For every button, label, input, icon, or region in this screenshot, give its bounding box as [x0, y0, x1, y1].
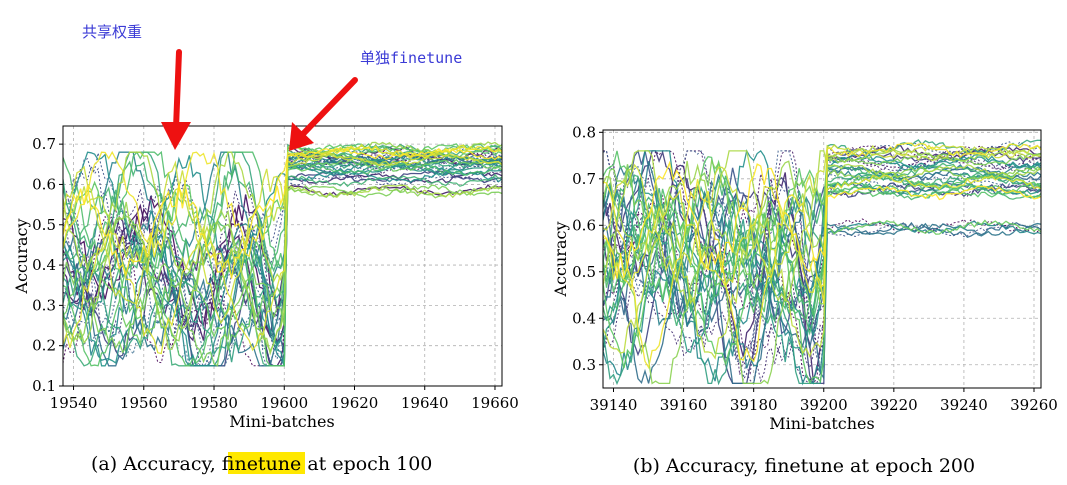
chart-a-series-line — [63, 141, 502, 356]
chart-b-series-line — [603, 190, 1041, 304]
caption-b: (b) Accuracy, finetune at epoch 200 — [633, 455, 975, 477]
chart-b-ytick-label: 0.7 — [572, 170, 596, 188]
chart-a-series-line — [63, 156, 502, 338]
chart-a-series-line — [63, 151, 502, 283]
chart-a-series-line — [63, 143, 502, 321]
caption-a-highlight — [228, 452, 305, 474]
caption-a-highlight-word: finetune — [222, 453, 302, 475]
chart-b-series-line — [603, 160, 1041, 279]
chart-a-ytick-label: 0.6 — [32, 175, 56, 193]
chart-a-series-line — [63, 150, 502, 274]
chart-a-ytick-label: 0.1 — [32, 377, 56, 395]
chart-a-series-line — [63, 158, 502, 351]
chart-b-xtick-label: 39200 — [800, 396, 848, 414]
chart-b-xtick-label: 39140 — [590, 396, 638, 414]
chart-a-series-line — [63, 153, 502, 271]
caption-a: (a) Accuracy, finetune at epoch 100 — [91, 452, 432, 475]
chart-a-frame — [62, 125, 503, 387]
chart-b-series-line — [603, 185, 1041, 364]
chart-b-xtick-label: 39160 — [660, 396, 708, 414]
arrow-separate-finetune-icon — [289, 77, 358, 151]
caption-a-text: (a) Accuracy, finetune at epoch 100 — [91, 453, 432, 475]
chart-b-series-line — [603, 182, 1041, 319]
chart-b-ylabel: Accuracy — [551, 222, 570, 298]
chart-b-series-line — [603, 144, 1041, 360]
chart-b-series-line — [603, 221, 1041, 385]
chart-a-xtick-label: 19640 — [401, 394, 449, 412]
chart-b-xlabel: Mini-batches — [769, 414, 874, 433]
annotation-separate-finetune: 单独finetune — [360, 49, 462, 67]
chart-b-xtick-label: 39260 — [1010, 396, 1058, 414]
chart-a-xtick-label: 19600 — [260, 394, 308, 412]
chart-a-series-line — [63, 184, 502, 353]
chart-b-series-line — [603, 142, 1041, 370]
chart-b-series-line — [603, 174, 1041, 293]
chart-a-ytick-label: 0.4 — [32, 256, 56, 274]
chart-a-xtick-label: 19660 — [471, 394, 519, 412]
chart-b-series-line — [603, 150, 1041, 315]
chart-b-series-line — [603, 139, 1041, 305]
chart-b-series-line — [603, 149, 1041, 295]
chart-b-xtick-label: 39180 — [730, 396, 778, 414]
chart-b-ytick-label: 0.5 — [572, 263, 596, 281]
chart-b-series-line — [603, 180, 1041, 363]
arrow-shared-weights-icon — [161, 49, 191, 150]
chart-b-ytick-label: 0.4 — [572, 309, 596, 327]
annotation-shared-weights: 共享权重 — [82, 23, 142, 41]
chart-b-frame — [602, 129, 1042, 389]
chart-b-ytick-label: 0.3 — [572, 356, 596, 374]
chart-b-series-line — [603, 166, 1041, 385]
chart-a-series-line — [63, 145, 502, 258]
caption-a-suffix: at epoch 100 — [301, 453, 432, 475]
chart-a-series-line — [63, 151, 502, 277]
chart-a-xtick-label: 19580 — [190, 394, 238, 412]
chart-b-xtick-label: 39240 — [940, 396, 988, 414]
chart-a-ylabel: Accuracy — [12, 219, 31, 295]
caption-a-prefix: (a) Accuracy, — [91, 453, 222, 475]
chart-a-ticks: 19540 19560 19580 19600 19620 19640 19660 0.1 0.… — [32, 135, 519, 412]
chart-a-series — [63, 141, 502, 367]
chart-a-ytick-label: 0.7 — [32, 135, 56, 153]
chart-b-ytick-label: 0.8 — [572, 123, 596, 141]
chart-b-series-line — [603, 150, 1041, 309]
chart-a-xtick-label: 19540 — [50, 394, 98, 412]
chart-a-xtick-label: 19620 — [331, 394, 379, 412]
chart-b-series-line — [603, 195, 1041, 385]
chart-b-series-line — [603, 176, 1041, 385]
chart-b-series-line — [603, 144, 1041, 283]
chart-b-ytick-label: 0.6 — [572, 216, 596, 234]
chart-b-xtick-label: 39220 — [870, 396, 918, 414]
chart-a-series-line — [63, 162, 502, 347]
chart-b: 39140 39160 39180 39200 39220 39240 39260 0.3 0.… — [551, 123, 1058, 433]
chart-a-ytick-label: 0.2 — [32, 337, 56, 355]
chart-a-ytick-label: 0.3 — [32, 296, 56, 314]
chart-b-series-line — [603, 149, 1041, 335]
chart-a-xtick-label: 19560 — [120, 394, 168, 412]
chart-b-ticks: 39140 39160 39180 39200 39220 39240 39260 0.3 0.… — [572, 123, 1058, 414]
chart-a-ytick-label: 0.5 — [32, 216, 56, 234]
chart-a-series-line — [63, 152, 502, 367]
chart-a-series-line — [63, 147, 502, 279]
chart-a: 19540 19560 19580 19600 19620 19640 19660 0.1 0.… — [12, 125, 519, 431]
chart-b-series — [603, 139, 1041, 386]
chart-b-series-line — [603, 148, 1041, 263]
chart-b-series-line — [603, 151, 1041, 288]
chart-b-series-line — [603, 220, 1041, 386]
chart-a-xlabel: Mini-batches — [229, 412, 334, 431]
chart-b-series-line — [603, 157, 1041, 369]
